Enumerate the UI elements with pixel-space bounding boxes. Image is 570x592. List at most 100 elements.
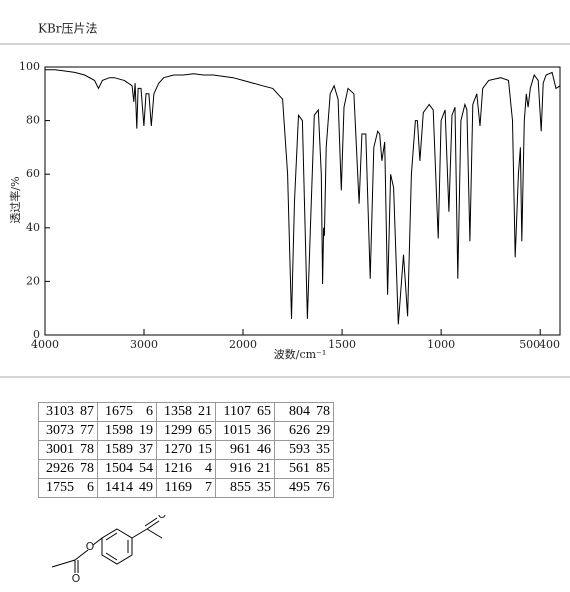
transmittance: 35 — [257, 480, 271, 495]
transmittance: 37 — [139, 442, 153, 457]
x-tick-label: 1000 — [427, 338, 455, 351]
transmittance: 77 — [80, 423, 94, 438]
chart: KBr压片法 波数/cm⁻¹ 透过率/% 0 20 40 60 80 100 4000 300… — [0, 22, 570, 378]
wavenumber: 961 — [230, 442, 251, 457]
wavenumber: 1755 — [46, 480, 74, 495]
y-tick-label: 60 — [26, 167, 40, 180]
y-tick-label: 100 — [19, 60, 40, 73]
y-axis-label: 透过率/% — [8, 176, 22, 223]
peak-table: 3103 87 1675 6 1358 21 1107 65 804 78 3073 77 1598 19… — [38, 402, 334, 498]
table-row: 3073 77 1598 19 1299 65 1015 36 626 29 — [38, 421, 334, 441]
table-cell: 1216 4 — [156, 459, 216, 479]
x-tick-label: 400 — [539, 338, 560, 351]
wavenumber: 593 — [289, 442, 310, 457]
table-cell: 1015 36 — [215, 421, 275, 441]
y-tick-label: 40 — [26, 221, 40, 234]
wavenumber: 561 — [289, 461, 310, 476]
x-tick-label: 2000 — [229, 338, 257, 351]
transmittance: 54 — [139, 461, 153, 476]
transmittance: 87 — [80, 404, 94, 419]
transmittance: 78 — [80, 442, 94, 457]
structure: O O O — [51, 515, 167, 585]
transmittance: 49 — [139, 480, 153, 495]
table-cell: 1169 7 — [156, 478, 216, 498]
bonds — [51, 517, 163, 573]
transmittance: 65 — [257, 404, 271, 419]
atom-label: O — [72, 572, 81, 585]
wavenumber: 916 — [230, 461, 251, 476]
wavenumber: 1504 — [105, 461, 133, 476]
method-label: KBr压片法 — [38, 22, 98, 36]
table-cell: 593 35 — [274, 440, 334, 460]
transmittance: 6 — [87, 480, 94, 495]
transmittance: 19 — [139, 423, 153, 438]
table-row: 3103 87 1675 6 1358 21 1107 65 804 78 — [38, 402, 334, 422]
table-cell: 1589 37 — [97, 440, 157, 460]
wavenumber: 626 — [289, 423, 310, 438]
table-cell: 3001 78 — [38, 440, 98, 460]
spectrum-line — [45, 69, 561, 325]
table-cell: 1675 6 — [97, 402, 157, 422]
table-cell: 626 29 — [274, 421, 334, 441]
table-cell: 1598 19 — [97, 421, 157, 441]
table-cell: 1299 65 — [156, 421, 216, 441]
transmittance: 46 — [257, 442, 271, 457]
transmittance: 4 — [205, 461, 212, 476]
x-tick-label: 4000 — [31, 338, 59, 351]
wavenumber: 3103 — [46, 404, 74, 419]
wavenumber: 2926 — [46, 461, 74, 476]
wavenumber: 3073 — [46, 423, 74, 438]
wavenumber: 495 — [289, 480, 310, 495]
wavenumber: 804 — [289, 404, 310, 419]
wavenumber: 1015 — [223, 423, 251, 438]
table-cell: 3073 77 — [38, 421, 98, 441]
table-cell: 961 46 — [215, 440, 275, 460]
table-cell: 1270 15 — [156, 440, 216, 460]
transmittance: 6 — [146, 404, 153, 419]
table-row: 3001 78 1589 37 1270 15 961 46 593 35 — [38, 440, 334, 460]
table-cell: 1358 21 — [156, 402, 216, 422]
table-cell: 1504 54 — [97, 459, 157, 479]
table-cell: 1414 49 — [97, 478, 157, 498]
plot-frame — [44, 66, 561, 336]
x-tick-label: 3000 — [130, 338, 158, 351]
wavenumber: 1675 — [105, 404, 133, 419]
transmittance: 76 — [316, 480, 330, 495]
table-row: 1755 6 1414 49 1169 7 855 35 495 76 — [38, 478, 334, 498]
transmittance: 36 — [257, 423, 271, 438]
atom-label: O — [86, 540, 95, 553]
table-cell: 3103 87 — [38, 402, 98, 422]
x-tick-label: 1500 — [328, 338, 356, 351]
table-cell: 1755 6 — [38, 478, 98, 498]
transmittance: 15 — [198, 442, 212, 457]
transmittance: 21 — [257, 461, 271, 476]
transmittance: 85 — [316, 461, 330, 476]
y-tick-label: 0 — [33, 328, 40, 341]
table-cell: 1107 65 — [215, 402, 275, 422]
table-cell: 495 76 — [274, 478, 334, 498]
table-row: 2926 78 1504 54 1216 4 916 21 561 85 — [38, 459, 334, 479]
wavenumber: 1107 — [223, 404, 251, 419]
table-cell: 804 78 — [274, 402, 334, 422]
transmittance: 78 — [80, 461, 94, 476]
wavenumber: 3001 — [46, 442, 74, 457]
wavenumber: 1270 — [164, 442, 192, 457]
x-tick-label: 500 — [519, 338, 540, 351]
y-tick-label: 80 — [26, 114, 40, 127]
x-axis-label: 波数/cm⁻¹ — [274, 348, 327, 361]
y-tick-label: 20 — [26, 274, 40, 287]
table-cell: 2926 78 — [38, 459, 98, 479]
wavenumber: 1358 — [164, 404, 192, 419]
transmittance: 21 — [198, 404, 212, 419]
wavenumber: 1216 — [164, 461, 192, 476]
transmittance: 29 — [316, 423, 330, 438]
wavenumber: 855 — [230, 480, 251, 495]
transmittance: 35 — [316, 442, 330, 457]
table-cell: 916 21 — [215, 459, 275, 479]
table-cell: 855 35 — [215, 478, 275, 498]
transmittance: 78 — [316, 404, 330, 419]
wavenumber: 1169 — [164, 480, 192, 495]
transmittance: 65 — [198, 423, 212, 438]
table-cell: 561 85 — [274, 459, 334, 479]
